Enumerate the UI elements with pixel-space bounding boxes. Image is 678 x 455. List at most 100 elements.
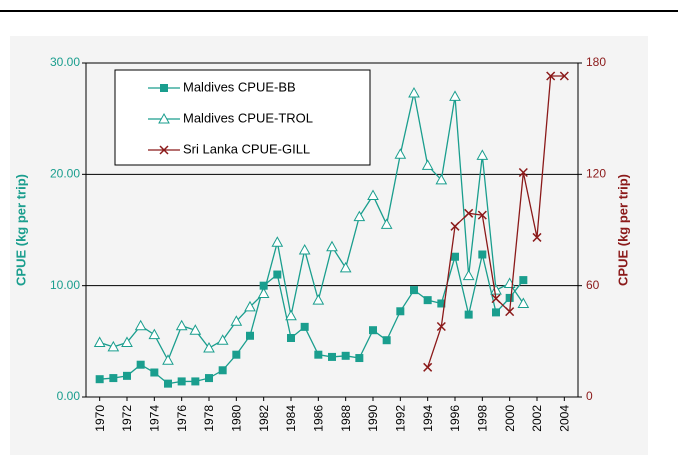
x-tick-label: 1980	[230, 405, 244, 432]
data-point	[490, 284, 502, 295]
data-point	[136, 360, 145, 369]
data-point	[191, 377, 200, 386]
data-point	[189, 324, 202, 335]
data-point	[300, 322, 309, 331]
y-tick-label: 0.00	[57, 389, 81, 403]
data-point	[532, 232, 542, 242]
x-tick-label: 1974	[148, 405, 162, 432]
data-point	[380, 218, 393, 229]
legend-label: Maldives CPUE-BB	[183, 79, 296, 94]
x-tick-label: 1994	[421, 405, 435, 432]
x-tick-label: 1990	[366, 405, 380, 432]
data-point	[93, 336, 106, 347]
data-point	[519, 276, 528, 285]
y-tick-label: 10.00	[50, 278, 80, 292]
data-point	[546, 71, 556, 81]
data-point	[257, 287, 270, 298]
data-point	[273, 270, 282, 279]
data-point	[328, 352, 336, 361]
data-point	[353, 210, 366, 222]
data-point	[492, 308, 500, 317]
data-point	[478, 250, 487, 259]
data-point	[517, 297, 530, 308]
y-tick-label: 30.00	[50, 55, 80, 69]
x-tick-label: 1984	[284, 405, 298, 432]
data-point	[462, 269, 475, 281]
data-point	[107, 340, 120, 352]
data-point	[271, 236, 284, 247]
data-point	[123, 371, 131, 380]
data-point	[476, 149, 489, 160]
data-point	[259, 281, 268, 290]
y2-tick-label: 180	[586, 55, 606, 69]
data-point	[232, 350, 241, 359]
data-point	[148, 328, 161, 340]
data-point	[205, 374, 213, 383]
data-point	[423, 362, 433, 372]
x-tick-label: 1986	[312, 405, 326, 432]
data-point	[298, 244, 311, 255]
data-point	[464, 310, 473, 319]
legend-label: Sri Lanka CPUE-GILL	[183, 141, 310, 156]
data-point	[203, 341, 215, 353]
data-point	[451, 252, 459, 261]
x-tick-label: 1992	[394, 405, 408, 432]
x-tick-label: 1972	[120, 405, 134, 432]
legend-box	[114, 69, 371, 166]
data-point	[134, 319, 147, 331]
data-point	[367, 189, 379, 200]
x-tick-label: 2000	[503, 405, 517, 432]
data-point	[435, 173, 448, 185]
data-point	[339, 261, 352, 273]
data-point	[369, 326, 377, 335]
series-line	[99, 92, 524, 362]
data-point	[518, 167, 528, 178]
data-point	[437, 299, 446, 308]
data-point	[218, 366, 227, 375]
data-point	[559, 71, 569, 81]
data-point	[150, 368, 159, 377]
data-point	[287, 333, 295, 342]
y-axis-title: CPUE (kg per trip)	[13, 174, 28, 286]
data-point	[164, 379, 172, 388]
data-point	[396, 307, 405, 316]
x-tick-label: 1970	[93, 405, 107, 432]
data-point	[382, 336, 391, 345]
y2-axis-title: CPUE (kg per trip)	[615, 174, 630, 286]
data-point	[355, 354, 364, 363]
legend-marker	[160, 84, 168, 92]
data-point	[464, 208, 474, 218]
data-point	[436, 321, 446, 332]
y2-tick-label: 60	[586, 278, 600, 292]
data-point	[246, 331, 254, 340]
data-point	[314, 350, 323, 359]
data-point	[491, 294, 501, 304]
data-point	[162, 354, 174, 365]
data-point	[505, 293, 514, 302]
data-point	[505, 307, 515, 317]
x-tick-label: 2004	[558, 405, 572, 432]
data-point	[477, 210, 487, 220]
x-tick-label: 1998	[476, 405, 490, 432]
data-point	[121, 336, 133, 347]
data-point	[423, 296, 432, 305]
data-point	[109, 374, 118, 383]
x-tick-label: 1976	[175, 405, 189, 432]
y2-tick-label: 120	[586, 167, 606, 181]
data-point	[341, 351, 350, 360]
data-point	[408, 87, 420, 98]
y-tick-label: 20.00	[50, 167, 80, 181]
data-point	[285, 309, 297, 321]
data-point	[449, 90, 461, 101]
data-point	[216, 334, 229, 345]
data-point	[95, 375, 104, 384]
data-point	[326, 240, 338, 252]
x-tick-label: 1988	[339, 405, 353, 432]
legend-marker	[159, 145, 169, 155]
legend-marker	[158, 112, 170, 124]
data-point	[394, 148, 407, 159]
data-point	[450, 221, 460, 231]
data-point	[410, 286, 418, 295]
y2-tick-label: 0	[586, 389, 593, 403]
